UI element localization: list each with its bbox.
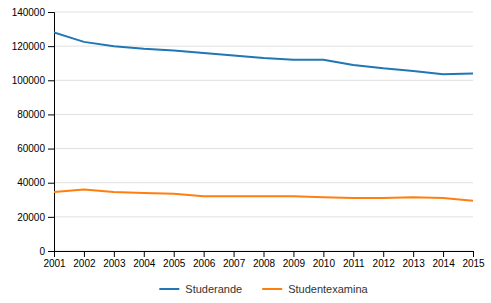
- legend-label: Studentexamina: [288, 283, 368, 295]
- tick: 2012: [373, 251, 396, 269]
- tick-mark: [114, 251, 115, 257]
- chart: 2001 2002 2003 2004 2005 2006 2007 2008 2009 2010…: [0, 0, 491, 303]
- tick: 2002: [73, 251, 96, 269]
- tick-label: 2008: [253, 258, 276, 269]
- tick-mark: [48, 114, 54, 115]
- x-axis: 2001 2002 2003 2004 2005 2006 2007 2008 2009 2010…: [43, 251, 485, 269]
- tick-label: 60000: [17, 143, 45, 154]
- tick-mark: [383, 251, 384, 257]
- tick-label: 2012: [373, 258, 396, 269]
- tick-mark: [353, 251, 354, 257]
- tick-mark: [293, 251, 294, 257]
- axis-line: [48, 13, 55, 252]
- tick-label: 2010: [313, 258, 336, 269]
- tick-label: 0: [39, 246, 45, 257]
- tick: 2008: [253, 251, 276, 269]
- y-axis: 0 20000 40000 60000 80000 100000 120000 140000: [12, 7, 55, 257]
- tick: 2001: [43, 251, 66, 269]
- legend-swatch: [159, 288, 179, 290]
- tick-mark: [174, 251, 175, 257]
- tick-mark: [48, 12, 54, 13]
- tick-mark: [48, 80, 54, 81]
- tick: 120000: [12, 41, 54, 52]
- tick: 2015: [462, 251, 485, 269]
- grid-line: [54, 80, 473, 81]
- tick-label: 2006: [193, 258, 216, 269]
- legend-item: Studerande: [159, 283, 242, 295]
- tick-label: 120000: [12, 41, 46, 52]
- tick-label: 2013: [403, 258, 426, 269]
- tick: 2009: [283, 251, 306, 269]
- grid-line: [54, 148, 473, 149]
- tick: 2006: [193, 251, 216, 269]
- tick-label: 2015: [462, 258, 485, 269]
- tick-mark: [413, 251, 414, 257]
- legend-label: Studerande: [185, 283, 242, 295]
- tick-label: 2002: [73, 258, 96, 269]
- tick-label: 2007: [223, 258, 246, 269]
- tick-label: 2004: [133, 258, 156, 269]
- plot-area: [54, 32, 473, 200]
- grid: [54, 12, 473, 251]
- tick-label: 100000: [12, 75, 46, 86]
- tick: 20000: [17, 212, 54, 223]
- tick-mark: [323, 251, 324, 257]
- tick: 40000: [17, 177, 54, 188]
- tick-label: 80000: [17, 109, 45, 120]
- grid-line: [54, 114, 473, 115]
- tick-label: 40000: [17, 177, 45, 188]
- tick-label: 2009: [283, 258, 306, 269]
- tick: 140000: [12, 7, 54, 18]
- tick: 2004: [133, 251, 156, 269]
- tick-mark: [264, 251, 265, 257]
- tick: 2007: [223, 251, 246, 269]
- tick-label: 20000: [17, 212, 45, 223]
- axis-line: [55, 252, 474, 258]
- line: [54, 190, 473, 201]
- legend: Studerande Studentexamina: [159, 283, 368, 295]
- tick-mark: [48, 149, 54, 150]
- tick-mark: [48, 217, 54, 218]
- tick: 60000: [17, 143, 54, 154]
- tick-mark: [48, 251, 54, 252]
- grid-line: [54, 216, 473, 217]
- tick: 2010: [313, 251, 336, 269]
- tick: 0: [39, 246, 54, 257]
- tick-mark: [48, 46, 54, 47]
- tick: 100000: [12, 75, 54, 86]
- tick-mark: [204, 251, 205, 257]
- line: [54, 32, 473, 74]
- tick-mark: [84, 251, 85, 257]
- tick-label: 140000: [12, 7, 46, 18]
- tick: 2005: [163, 251, 186, 269]
- legend-swatch: [262, 288, 282, 290]
- tick-mark: [443, 251, 444, 257]
- tick-mark: [473, 251, 474, 257]
- tick-mark: [144, 251, 145, 257]
- tick-label: 2011: [343, 258, 365, 269]
- legend-item: Studentexamina: [262, 283, 368, 295]
- tick-mark: [234, 251, 235, 257]
- grid-line: [54, 182, 473, 183]
- tick-mark: [48, 183, 54, 184]
- tick: 80000: [17, 109, 54, 120]
- grid-line: [54, 12, 473, 13]
- tick: 2011: [343, 251, 365, 269]
- tick-label: 2014: [432, 258, 455, 269]
- tick-label: 2003: [103, 258, 126, 269]
- tick: 2014: [432, 251, 455, 269]
- tick-label: 2005: [163, 258, 186, 269]
- tick: 2003: [103, 251, 126, 269]
- tick-label: 2001: [43, 258, 66, 269]
- tick: 2013: [403, 251, 426, 269]
